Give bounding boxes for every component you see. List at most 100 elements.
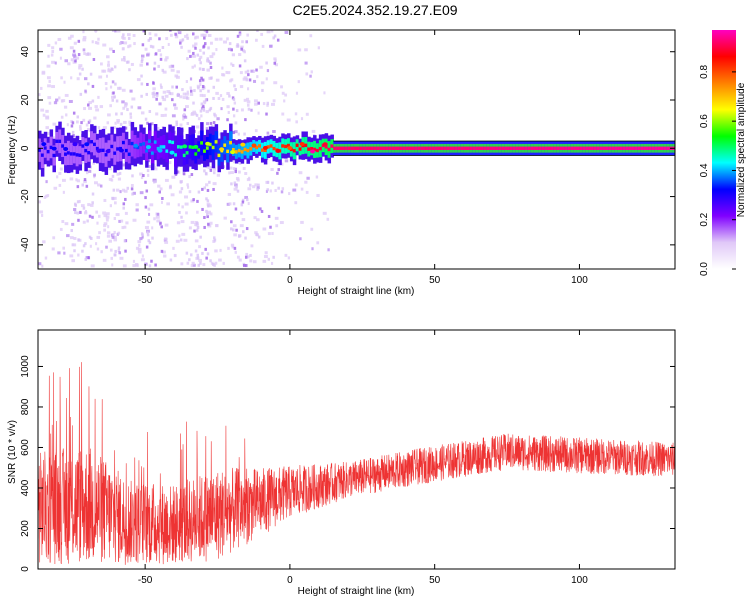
- spectrogram-cell: [88, 235, 92, 239]
- spectrogram-cell: [231, 148, 236, 152]
- spectrogram-cell: [114, 201, 117, 205]
- spectrogram-cell: [224, 159, 227, 163]
- spectrogram-cell: [48, 101, 52, 105]
- spectrogram-cell: [394, 146, 398, 150]
- spectrogram-cell: [260, 148, 265, 152]
- spectrogram-cell: [123, 104, 128, 108]
- spectrogram-cell: [388, 146, 392, 150]
- spectrogram-cell: [256, 233, 259, 237]
- spectrogram-cell: [103, 224, 107, 228]
- spectrogram-cell: [196, 84, 201, 88]
- spectrogram-cell: [527, 146, 531, 150]
- spectrogram-cell: [151, 45, 155, 49]
- spectrogram-cell: [443, 146, 447, 150]
- spectrogram-cell: [162, 250, 166, 254]
- spectrogram-cell: [200, 114, 203, 118]
- spectrogram-cell: [144, 262, 148, 266]
- spectrogram-cell: [123, 58, 126, 62]
- spectrogram-cell: [145, 92, 148, 96]
- spectrogram-cell: [318, 146, 323, 151]
- spectrogram-cell: [193, 89, 196, 93]
- spectrogram-cell: [286, 118, 291, 122]
- spectrogram-cell: [370, 146, 375, 150]
- spectrogram-cell: [111, 235, 115, 239]
- spectrogram-cell: [261, 44, 265, 48]
- spectrogram-cell: [202, 51, 206, 55]
- spectrogram-cell: [80, 204, 85, 208]
- spectrogram-cell: [238, 53, 242, 57]
- spectrogram-cell: [675, 144, 678, 153]
- spectrogram-cell: [156, 146, 161, 151]
- spectrogram-cell: [582, 146, 586, 150]
- spectrogram-cell: [126, 108, 129, 112]
- spectrogram-cell: [134, 263, 139, 267]
- spectrogram-cell: [77, 218, 80, 222]
- spectrogram-cell: [160, 85, 163, 89]
- spectrogram-cell: [50, 53, 54, 57]
- spectrogram-cell: [205, 172, 208, 176]
- spectrogram-cell: [72, 136, 76, 140]
- spectrogram-cell: [129, 89, 133, 93]
- spectrogram-cell: [45, 180, 48, 184]
- spectrogram-cell: [155, 97, 158, 101]
- spectrogram-cell: [162, 98, 167, 102]
- spectrogram-cell: [114, 121, 117, 125]
- spectrogram-cell: [267, 257, 270, 261]
- spectrogram-cell: [238, 31, 242, 35]
- spectrogram-cell: [141, 254, 144, 258]
- spectrogram-cell: [124, 249, 127, 253]
- spectrogram-cell: [90, 264, 95, 268]
- spectrogram-cell: [81, 161, 84, 165]
- spectrogram-cell: [184, 92, 189, 96]
- spectrogram-cell: [230, 48, 233, 52]
- spectrogram-cell: [82, 118, 86, 122]
- spectrogram-cell: [250, 108, 253, 112]
- spectrogram-cell: [81, 144, 85, 148]
- spectrogram-cell: [214, 140, 219, 144]
- spectrogram-cell: [187, 49, 191, 53]
- spectrogram-cell: [478, 146, 482, 150]
- spectrogram-cell: [217, 153, 222, 158]
- spectrogram-cell: [181, 38, 185, 42]
- spectrogram-cell: [148, 165, 151, 169]
- spectrogram-cell: [105, 218, 109, 222]
- spectrogram-cell: [344, 146, 349, 150]
- spectrogram-cell: [69, 236, 74, 240]
- spectrogram-cell: [83, 52, 86, 56]
- spectrogram-cell: [299, 142, 305, 147]
- spectrogram-cell: [266, 145, 271, 149]
- spectrogram-panel: -50 0 50 100 -40 -20 0 20 40 Height of straight…: [7, 29, 678, 297]
- spectrogram-cell: [295, 120, 298, 124]
- spectrogram-cell: [78, 64, 83, 68]
- spectrogram-cell: [251, 143, 257, 148]
- snr-y-tick-label: 400: [20, 479, 31, 496]
- spectrogram-cell: [247, 202, 250, 206]
- spectrogram-cell: [159, 83, 162, 87]
- colorbar-gradient: [712, 30, 736, 269]
- spectrogram-cell: [101, 148, 106, 153]
- spectrogram-cell: [309, 34, 313, 38]
- spectrogram-cell: [43, 146, 48, 150]
- spectrogram-cell: [119, 42, 122, 46]
- spectrogram-cell: [158, 37, 161, 41]
- spectrogram-cell: [205, 197, 208, 201]
- spectrogram-cell: [234, 167, 238, 171]
- spectrogram-cell: [232, 97, 236, 101]
- spectrogram-cell: [155, 112, 159, 116]
- spectrogram-cell: [185, 80, 188, 84]
- spectrogram-cell: [489, 146, 494, 150]
- spectrogram-cell: [234, 88, 237, 92]
- spectrogram-cell: [199, 61, 202, 65]
- spectrogram-cell: [197, 190, 201, 194]
- spectrogram-cell: [281, 91, 285, 95]
- spectrogram-cell: [87, 151, 91, 155]
- spectrogram-cell: [57, 251, 61, 255]
- spectrogram-cell: [216, 117, 220, 121]
- spectrogram-cell: [131, 192, 134, 196]
- spectrogram-cell: [297, 48, 302, 52]
- spectrogram-cell: [176, 92, 180, 96]
- spectrogram-cell: [163, 237, 168, 241]
- spectrogram-cell: [116, 147, 120, 151]
- spectrogram-cell: [110, 256, 114, 260]
